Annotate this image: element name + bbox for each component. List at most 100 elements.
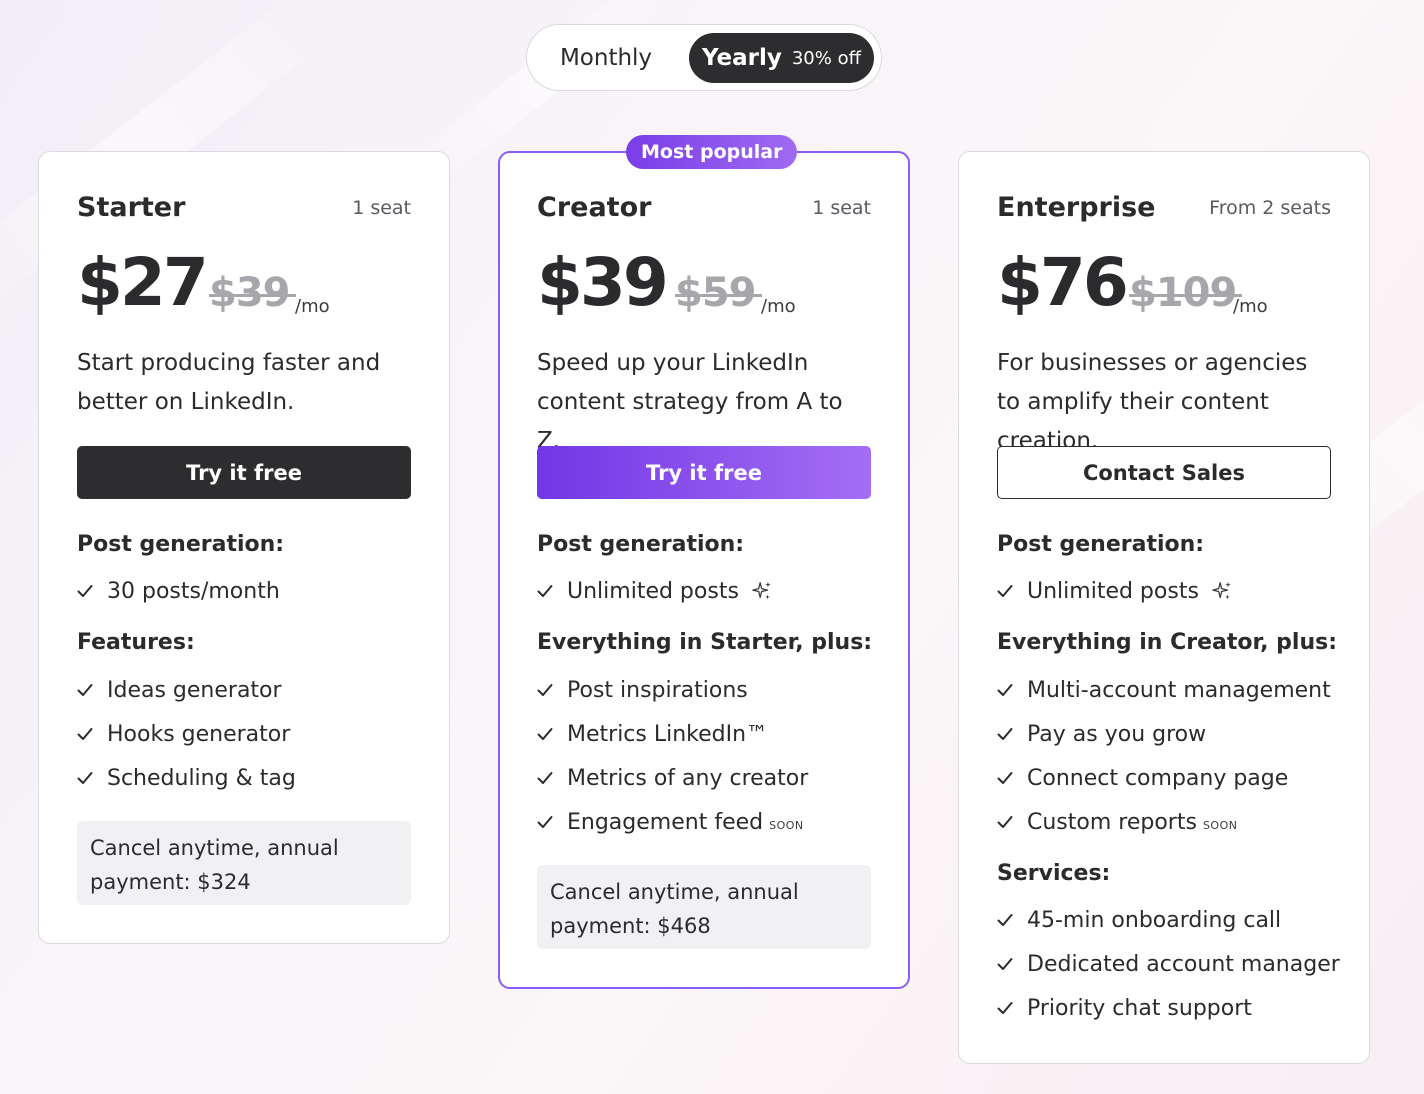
feature-item: Scheduling & tag — [77, 763, 429, 793]
plan-card-creator: Most popular Creator 1 seat $39 $59 /mo … — [498, 135, 910, 989]
check-icon — [997, 914, 1013, 926]
feature-item: Priority chat support — [997, 993, 1349, 1023]
yearly-option[interactable]: Yearly 30% off — [689, 33, 874, 83]
section-title-everything-in-starter: Everything in Starter, plus: — [537, 630, 873, 655]
plan-header: Enterprise From 2 seats — [997, 192, 1331, 228]
plan-old-price: $109 — [1129, 270, 1243, 316]
feature-item: 30 posts/month — [77, 576, 429, 606]
feature-label: Hooks generator — [107, 721, 291, 747]
try-it-free-button[interactable]: Try it free — [537, 446, 871, 499]
try-it-free-button[interactable]: Try it free — [77, 446, 411, 499]
feature-item: Custom reports SOON — [997, 807, 1349, 837]
feature-label: Connect company page — [1027, 765, 1289, 791]
feature-label: Engagement feed — [567, 809, 764, 835]
section-title-features: Features: — [77, 630, 195, 655]
billing-period-toggle: Monthly Yearly 30% off — [526, 24, 882, 91]
check-icon — [537, 585, 553, 597]
plan-card-starter: Starter 1 seat $27 $39 /mo Start produci… — [38, 151, 450, 944]
feature-label: Multi-account management — [1027, 677, 1331, 703]
feature-item: Multi-account management — [997, 675, 1349, 705]
soon-tag: SOON — [1202, 818, 1238, 832]
feature-label: Pay as you grow — [1027, 721, 1207, 747]
check-icon — [537, 728, 553, 740]
monthly-label: Monthly — [559, 45, 653, 71]
check-icon — [77, 585, 93, 597]
feature-item: Hooks generator — [77, 719, 429, 749]
plan-name: Starter — [77, 192, 186, 223]
check-icon — [997, 772, 1013, 784]
price-row: $39 $59 /mo — [537, 244, 877, 324]
plan-header: Starter 1 seat — [77, 192, 411, 228]
soon-tag: SOON — [769, 818, 804, 832]
check-icon — [77, 728, 93, 740]
plan-description: For businesses or agencies to amplify th… — [997, 350, 1308, 454]
feature-label: Unlimited posts — [1027, 578, 1199, 604]
check-icon — [77, 684, 93, 696]
feature-item: Post inspirations — [537, 675, 888, 705]
check-icon — [997, 1002, 1013, 1014]
check-icon — [537, 684, 553, 696]
yearly-discount-label: 30% off — [791, 47, 862, 69]
plan-seats: 1 seat — [352, 197, 411, 219]
feature-item: Pay as you grow — [997, 719, 1349, 749]
plan-seats: From 2 seats — [1209, 197, 1331, 219]
feature-label: Dedicated account manager — [1027, 951, 1340, 977]
section-title-post-generation: Post generation: — [77, 532, 285, 557]
check-icon — [997, 816, 1013, 828]
yearly-label: Yearly — [701, 45, 782, 71]
contact-sales-button[interactable]: Contact Sales — [997, 446, 1331, 499]
monthly-option[interactable]: Monthly — [531, 33, 681, 83]
feature-label: Metrics LinkedIn™ — [567, 721, 769, 747]
billing-note: Cancel anytime, annual payment: $324 — [77, 821, 411, 905]
check-icon — [537, 772, 553, 784]
price-row: $27 $39 /mo — [77, 244, 417, 324]
section-title-post-generation: Post generation: — [537, 532, 745, 557]
feature-label: Post inspirations — [567, 677, 748, 703]
check-icon — [997, 585, 1013, 597]
plan-description: Speed up your LinkedIn content strategy … — [537, 350, 843, 454]
feature-item: Metrics of any creator — [537, 763, 888, 793]
feature-label: Custom reports — [1027, 809, 1197, 835]
sparkle-icon — [1212, 581, 1231, 600]
most-popular-badge: Most popular — [626, 135, 798, 169]
price-period: /mo — [761, 296, 796, 317]
feature-label: Priority chat support — [1027, 995, 1252, 1021]
plan-old-price: $39 — [209, 270, 295, 316]
feature-label: Ideas generator — [107, 677, 282, 703]
section-title-everything-in-creator: Everything in Creator, plus: — [997, 630, 1338, 655]
plan-price: $76 — [997, 244, 1129, 321]
feature-item: Dedicated account manager — [997, 949, 1349, 979]
check-icon — [997, 958, 1013, 970]
feature-label: Metrics of any creator — [567, 765, 809, 791]
feature-item: Ideas generator — [77, 675, 429, 705]
feature-label: Unlimited posts — [567, 578, 739, 604]
feature-label: Scheduling & tag — [107, 765, 296, 791]
sparkle-icon — [752, 581, 771, 600]
feature-item: Engagement feed SOON — [537, 807, 888, 837]
feature-item: Connect company page — [997, 763, 1349, 793]
price-period: /mo — [1233, 296, 1268, 317]
check-icon — [997, 684, 1013, 696]
check-icon — [77, 772, 93, 784]
plan-old-price: $59 — [675, 270, 761, 316]
plan-price: $39 — [537, 244, 669, 321]
plan-name: Enterprise — [997, 192, 1156, 223]
billing-note: Cancel anytime, annual payment: $468 — [537, 865, 871, 949]
plan-description: Start producing faster and better on Lin… — [77, 350, 381, 415]
price-period: /mo — [295, 296, 330, 317]
check-icon — [537, 816, 553, 828]
feature-label: 45-min onboarding call — [1027, 907, 1282, 933]
section-title-post-generation: Post generation: — [997, 532, 1205, 557]
feature-item: Unlimited posts — [537, 576, 888, 606]
feature-item: Metrics LinkedIn™ — [537, 719, 888, 749]
check-icon — [997, 728, 1013, 740]
plan-header: Creator 1 seat — [537, 192, 871, 228]
plan-card-enterprise: Enterprise From 2 seats $76 $109 /mo For… — [958, 151, 1370, 1064]
plan-seats: 1 seat — [812, 197, 871, 219]
section-title-services: Services: — [997, 861, 1111, 886]
plan-name: Creator — [537, 192, 652, 223]
plan-price: $27 — [77, 244, 209, 321]
feature-item: 45-min onboarding call — [997, 905, 1349, 935]
feature-label: 30 posts/month — [107, 578, 280, 604]
price-row: $76 $109 /mo — [997, 244, 1337, 324]
